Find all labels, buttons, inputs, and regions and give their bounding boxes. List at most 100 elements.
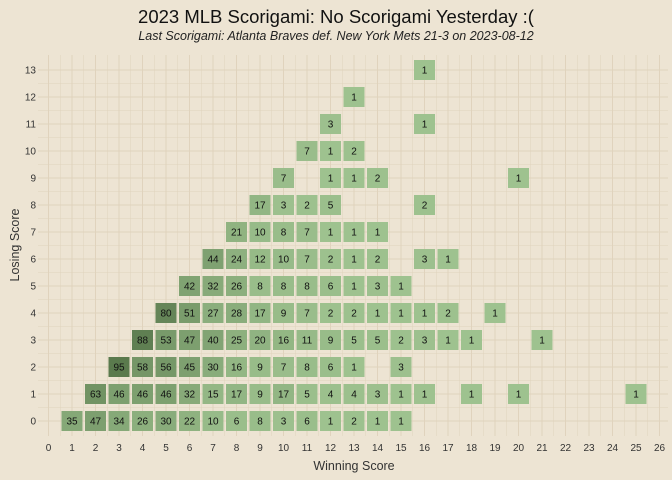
cell-count-label: 1 <box>469 390 475 401</box>
heatmap-cell <box>155 303 177 323</box>
cell-count-label: 2 <box>422 201 428 212</box>
heatmap-cell <box>296 330 318 350</box>
cell-count-label: 8 <box>304 282 310 293</box>
cell-count-label: 2 <box>351 417 357 428</box>
heatmap-cell <box>320 303 341 323</box>
cell-count-label: 8 <box>281 282 287 293</box>
cell-count-label: 1 <box>351 363 357 374</box>
heatmap-cell <box>343 384 365 404</box>
heatmap-cell <box>296 384 318 404</box>
cell-count-label: 8 <box>257 417 263 428</box>
x-tick-label: 10 <box>278 443 290 454</box>
cell-count-label: 47 <box>184 336 196 347</box>
heatmap-cell <box>320 141 341 161</box>
y-tick-label: 13 <box>25 66 37 77</box>
cell-count-label: 6 <box>328 363 334 374</box>
y-tick-label: 10 <box>25 147 37 158</box>
cell-count-label: 80 <box>160 309 172 320</box>
cell-count-label: 9 <box>257 390 263 401</box>
cell-count-label: 4 <box>351 390 357 401</box>
chart-title: 2023 MLB Scorigami: No Scorigami Yesterd… <box>138 6 534 27</box>
x-tick-label: 25 <box>630 443 642 454</box>
cell-count-label: 6 <box>328 282 334 293</box>
x-tick-label: 21 <box>536 443 548 454</box>
heatmap-cell <box>320 330 341 350</box>
cell-count-label: 24 <box>231 255 243 266</box>
cell-count-label: 1 <box>375 417 381 428</box>
cell-count-label: 35 <box>66 417 78 428</box>
heatmap-cell <box>320 384 341 404</box>
cell-count-label: 12 <box>254 255 266 266</box>
cell-count-label: 8 <box>304 363 310 374</box>
cell-count-label: 2 <box>445 309 451 320</box>
cell-count-label: 20 <box>254 336 266 347</box>
y-tick-label: 11 <box>26 120 37 131</box>
cell-count-label: 46 <box>160 390 172 401</box>
grid-lines <box>38 55 668 436</box>
cell-count-label: 3 <box>281 201 287 212</box>
heatmap-cell <box>179 411 200 431</box>
cell-count-label: 2 <box>304 201 310 212</box>
heatmap-cell <box>390 357 412 377</box>
heatmap-cell <box>202 276 224 296</box>
heatmap-cell <box>367 222 388 242</box>
cell-count-label: 5 <box>304 390 310 401</box>
heatmap-cell <box>343 141 365 161</box>
heatmap-cell <box>343 222 365 242</box>
heatmap-cell <box>132 411 153 431</box>
cell-count-label: 1 <box>351 228 357 239</box>
y-tick-label: 1 <box>30 390 36 401</box>
cell-count-label: 3 <box>375 282 381 293</box>
heatmap-cell <box>390 303 412 323</box>
x-tick-label: 22 <box>560 443 572 454</box>
y-tick-label: 0 <box>30 417 36 428</box>
y-tick-label: 3 <box>30 336 36 347</box>
cell-count-label: 3 <box>422 255 428 266</box>
cell-count-label: 1 <box>445 336 451 347</box>
heatmap-cell <box>367 276 388 296</box>
heatmap-cell <box>226 276 247 296</box>
x-tick-label: 17 <box>442 443 454 454</box>
cell-count-label: 7 <box>304 255 310 266</box>
heatmap-cell <box>414 60 435 80</box>
y-tick-label: 12 <box>25 93 37 104</box>
heatmap-cell <box>367 330 388 350</box>
cell-count-label: 1 <box>633 390 639 401</box>
cell-count-label: 10 <box>278 255 290 266</box>
y-tick-label: 2 <box>30 363 36 374</box>
heatmap-cell <box>179 303 200 323</box>
heatmap-cell <box>296 249 318 269</box>
heatmap-cell <box>367 384 388 404</box>
x-tick-label: 3 <box>116 443 122 454</box>
x-tick-label: 4 <box>140 443 146 454</box>
cell-count-label: 9 <box>257 363 263 374</box>
heatmap-cell <box>625 384 647 404</box>
cell-count-label: 32 <box>184 390 196 401</box>
x-tick-label: 19 <box>489 443 501 454</box>
cell-layer: 35 47 34 26 30 22 10 6 8 3 6 1 2 1 163 46 46 46 32 15 17 9 17 5… <box>61 60 647 431</box>
cell-count-label: 16 <box>278 336 290 347</box>
x-tick-label: 20 <box>513 443 525 454</box>
heatmap-cell <box>179 330 200 350</box>
heatmap-cell <box>296 222 318 242</box>
heatmap-cell <box>414 303 435 323</box>
heatmap-cell <box>484 303 506 323</box>
heatmap-cell <box>508 384 529 404</box>
x-tick-label: 0 <box>46 443 52 454</box>
x-tick-label: 8 <box>234 443 240 454</box>
cell-count-label: 42 <box>184 282 196 293</box>
cell-count-label: 1 <box>445 255 451 266</box>
heatmap-cell <box>367 303 388 323</box>
heatmap-cell <box>273 411 294 431</box>
heatmap-cell <box>226 384 247 404</box>
cell-count-label: 9 <box>328 336 334 347</box>
x-tick-label: 6 <box>187 443 193 454</box>
heatmap-cell <box>414 249 435 269</box>
cell-count-label: 1 <box>351 282 357 293</box>
y-tick-label: 9 <box>30 174 36 185</box>
heatmap-cell <box>202 330 224 350</box>
cell-count-label: 7 <box>281 174 287 185</box>
heatmap-cell <box>390 330 412 350</box>
cell-count-label: 58 <box>137 363 149 374</box>
